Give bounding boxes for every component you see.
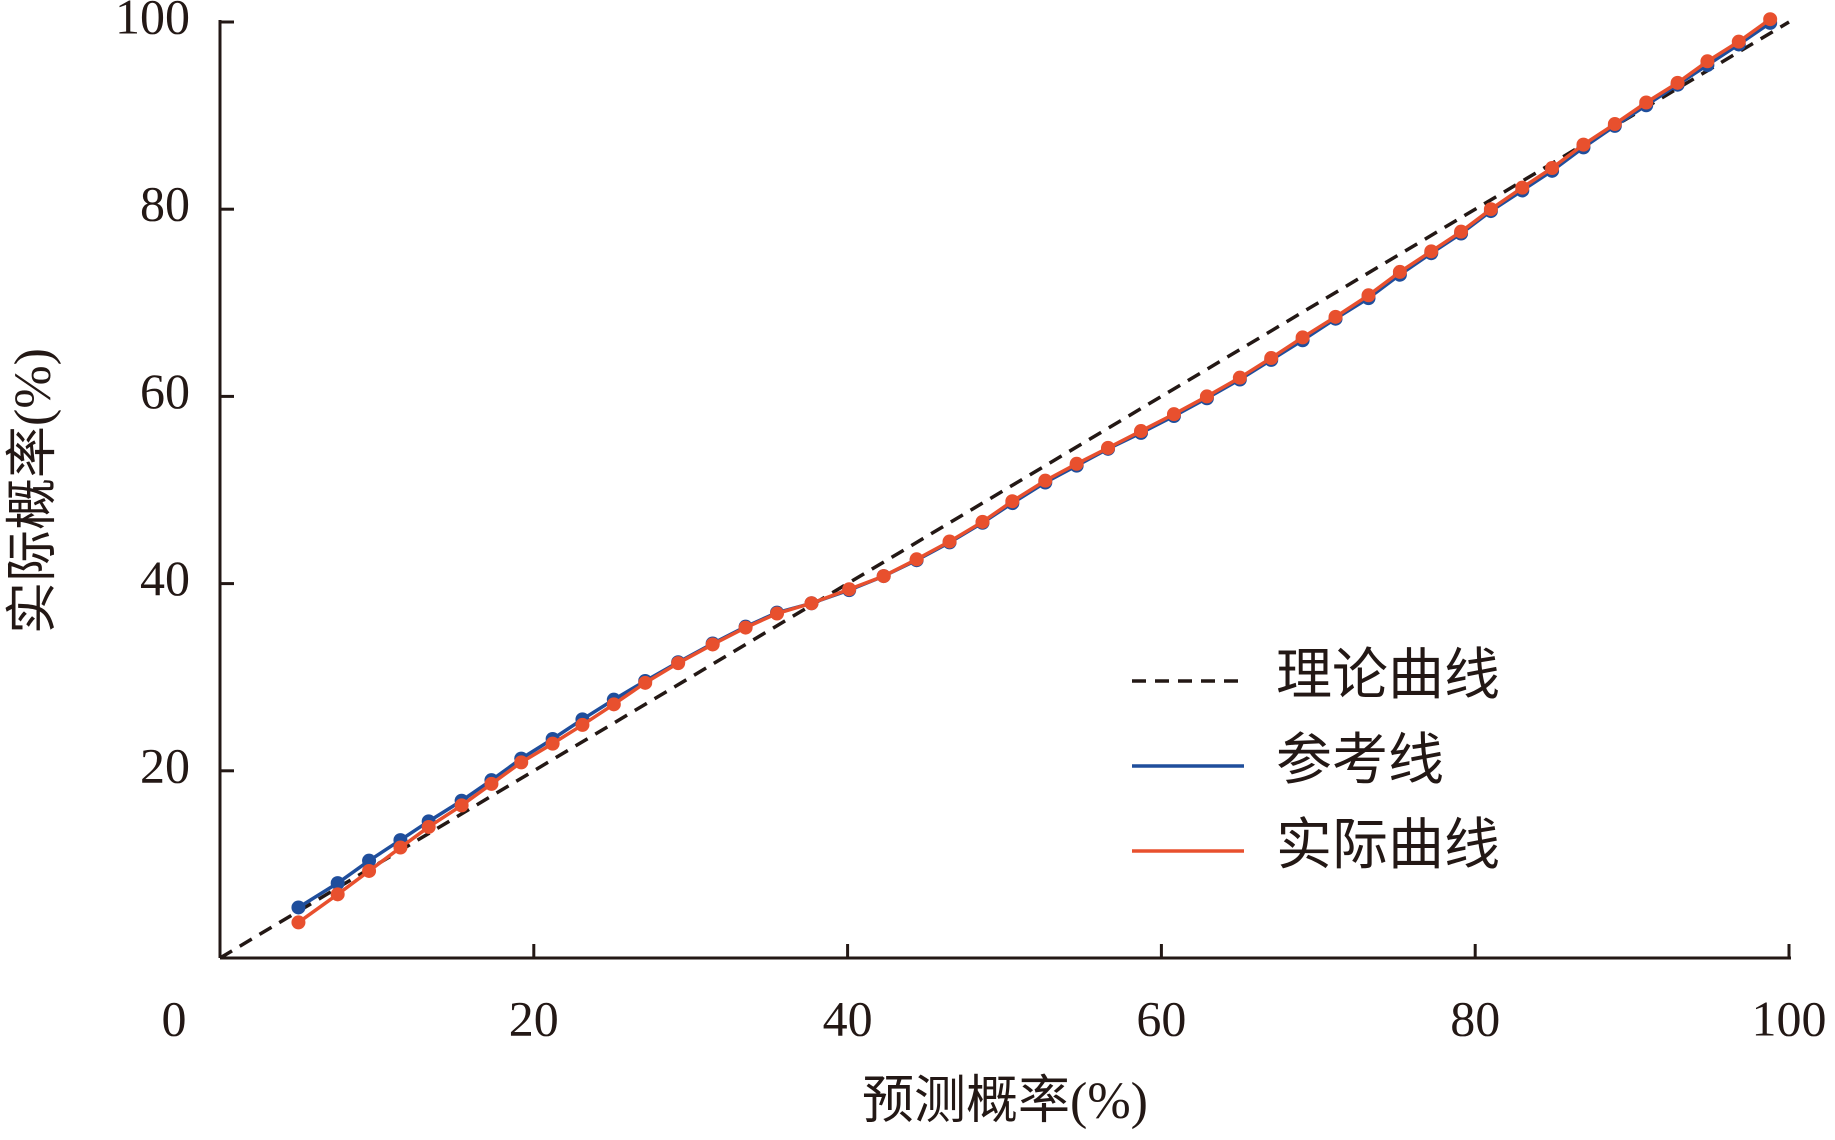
- data-point: [484, 776, 499, 791]
- data-point: [393, 840, 408, 855]
- x-tick-label: 20: [509, 990, 559, 1046]
- data-point: [1424, 244, 1439, 259]
- y-axis-label: 实际概率(%): [5, 348, 62, 634]
- y-tick-label: 100: [115, 0, 190, 44]
- data-point: [1545, 161, 1560, 176]
- x-tick-label: 0: [162, 990, 187, 1046]
- data-point: [1005, 494, 1020, 509]
- series-line: [219, 20, 1790, 960]
- data-point: [1038, 473, 1053, 488]
- data-point: [362, 853, 377, 868]
- data-point: [291, 915, 306, 930]
- data-point: [1515, 180, 1530, 195]
- data-point: [1328, 309, 1343, 324]
- data-point: [606, 697, 621, 712]
- data-point: [1101, 440, 1116, 455]
- data-point: [1199, 389, 1214, 404]
- data-point: [1607, 117, 1622, 132]
- legend-label: 理论曲线: [1276, 645, 1500, 707]
- x-tick-label: 60: [1136, 990, 1186, 1046]
- data-point: [1069, 456, 1084, 471]
- data-point: [1361, 288, 1376, 303]
- y-tick-label: 40: [140, 550, 190, 606]
- data-point: [1670, 75, 1685, 90]
- data-point: [769, 606, 784, 621]
- data-point: [330, 887, 345, 902]
- x-axis-label: 预测概率(%): [862, 1073, 1148, 1130]
- data-point: [1232, 370, 1247, 385]
- data-point: [454, 798, 469, 813]
- data-point: [1166, 407, 1181, 422]
- data-point: [638, 675, 653, 690]
- data-point: [1763, 12, 1778, 27]
- legend-label: 参考线: [1276, 730, 1444, 792]
- data-point: [1576, 137, 1591, 152]
- data-point: [975, 514, 990, 529]
- data-point: [671, 656, 686, 671]
- data-point: [1700, 54, 1715, 69]
- x-tick-label: 40: [823, 990, 873, 1046]
- legend-label: 实际曲线: [1276, 815, 1500, 877]
- data-point: [942, 534, 957, 549]
- data-point: [909, 552, 924, 567]
- y-tick-label: 20: [140, 737, 190, 793]
- data-point: [1639, 95, 1654, 110]
- data-point: [1264, 351, 1279, 366]
- y-tick-label: 80: [140, 176, 190, 232]
- data-point: [1295, 330, 1310, 345]
- data-point: [804, 596, 819, 611]
- data-point: [1483, 202, 1498, 217]
- data-point: [291, 900, 306, 915]
- data-point: [705, 637, 720, 652]
- x-tick-label: 100: [1752, 990, 1827, 1046]
- data-point: [842, 582, 857, 597]
- x-tick-label: 80: [1450, 990, 1500, 1046]
- data-point: [330, 876, 345, 891]
- data-point: [876, 569, 891, 584]
- data-point: [545, 736, 560, 751]
- data-point: [575, 717, 590, 732]
- data-point: [1392, 264, 1407, 279]
- series-line: [297, 21, 1772, 909]
- data-point: [738, 620, 753, 635]
- data-point: [1454, 224, 1469, 239]
- data-point: [421, 819, 436, 834]
- y-tick-label: 60: [140, 363, 190, 419]
- data-point: [362, 863, 377, 878]
- data-point: [1731, 34, 1746, 49]
- data-point: [1134, 424, 1149, 439]
- data-point: [514, 755, 529, 770]
